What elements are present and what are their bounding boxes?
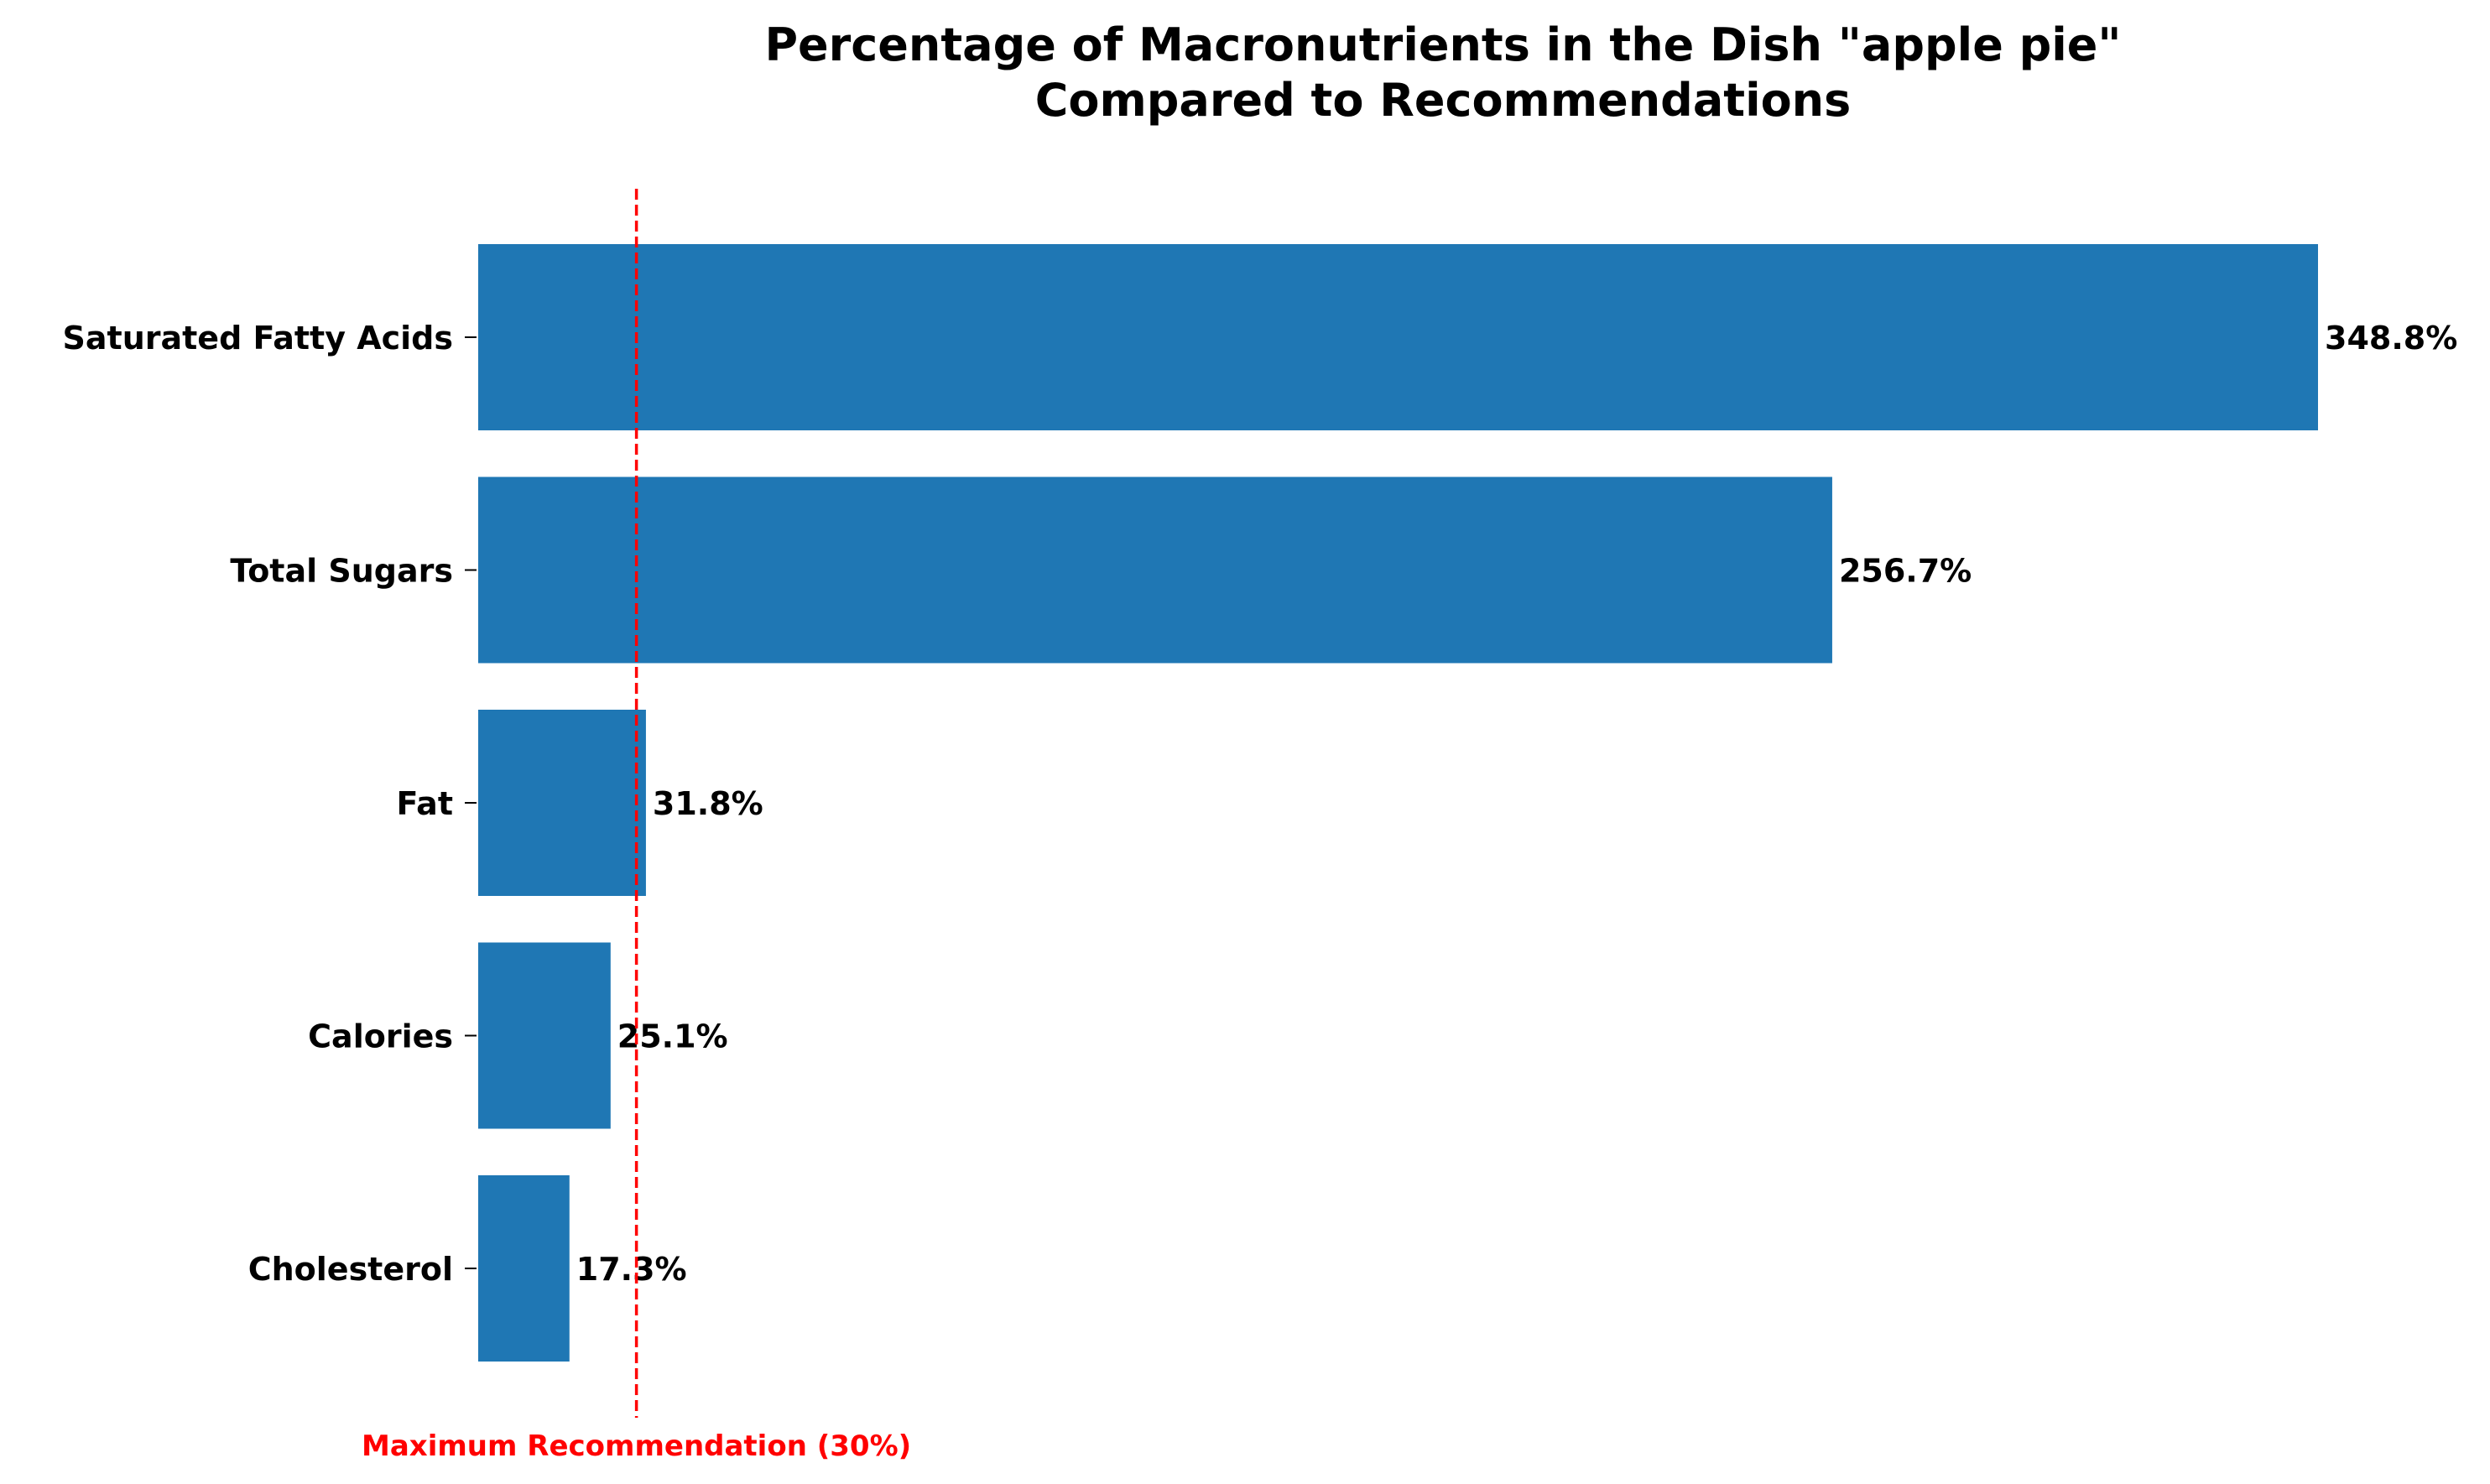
chart-title-line-1: Percentage of Macronutrients in the Dish… [764, 18, 2121, 71]
data-label: 348.8% [2325, 320, 2457, 357]
bar-cholesterol [478, 1175, 570, 1362]
chart-title-line-2: Compared to Recommendations [1035, 74, 1852, 127]
data-label: 256.7% [1839, 553, 1972, 590]
data-label: 25.1% [617, 1018, 728, 1055]
bar-fat [478, 710, 646, 896]
y-tick-label: Total Sugars [230, 553, 453, 590]
data-label: 31.8% [653, 785, 763, 822]
data-label: 17.3% [576, 1251, 687, 1288]
y-tick-label: Saturated Fatty Acids [63, 320, 453, 357]
y-tick-label: Cholesterol [248, 1251, 453, 1288]
reference-line-label: Maximum Recommendation (30%) [362, 1429, 911, 1463]
y-tick-label: Fat [396, 785, 453, 822]
plot-area: Saturated Fatty Acids 348.8% Total Sugars 2… [63, 244, 2457, 1362]
bar-total-sugars [478, 476, 1832, 664]
bar-saturated-fatty-acids [478, 244, 2318, 430]
bar-calories [478, 942, 611, 1129]
y-tick-label: Calories [308, 1018, 453, 1055]
